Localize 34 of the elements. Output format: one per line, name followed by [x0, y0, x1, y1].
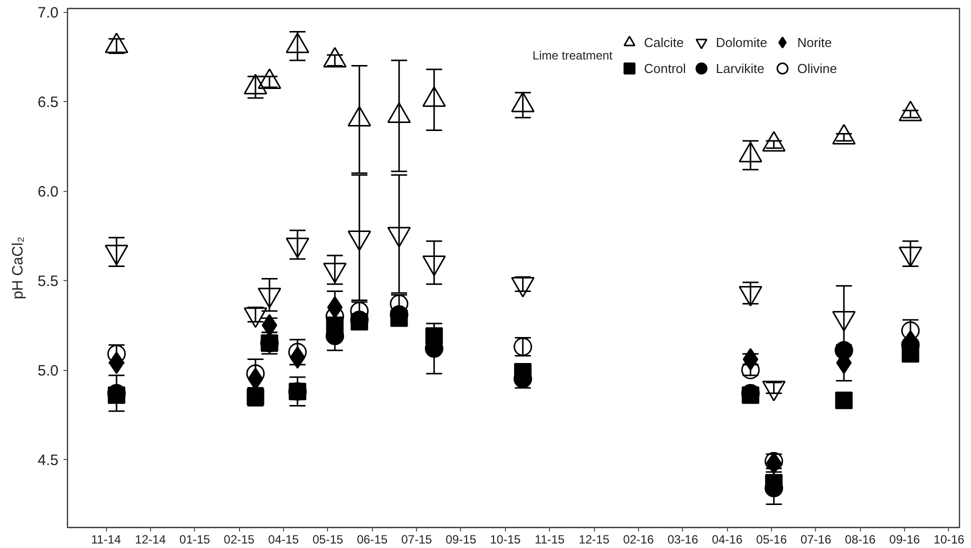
y-tick-label: 6.5	[38, 94, 59, 112]
x-tick-label: 11-15	[534, 532, 565, 546]
x-tick-label: 07-16	[800, 532, 832, 546]
x-tick-label: 12-15	[578, 532, 610, 546]
x-tick-label: 04-16	[712, 532, 743, 546]
x-tick-label: 02-16	[623, 532, 654, 546]
x-tick-label: 05-15	[312, 532, 344, 546]
legend-label: Larvikite	[716, 60, 764, 78]
x-tick-label: 09-15	[446, 532, 477, 546]
x-tick-label: 10-15	[490, 532, 521, 546]
x-tick-label: 01-15	[179, 532, 210, 546]
legend-title: Lime treatment	[532, 48, 614, 62]
legend-label: Norite	[797, 34, 832, 52]
x-tick-label: 07-15	[401, 532, 432, 546]
y-tick-label: 6.0	[38, 184, 59, 201]
y-axis-title: pH CaCl₂	[10, 236, 27, 300]
legend-label: Olivine	[797, 60, 837, 78]
x-tick-label: 03-16	[667, 532, 698, 546]
legend-label: Calcite	[644, 34, 684, 52]
x-tick-label: 12-14	[135, 532, 166, 546]
x-tick-label: 11-14	[91, 532, 122, 546]
x-tick-label: 10-16	[934, 532, 965, 546]
y-tick-label: 5.5	[38, 273, 59, 290]
x-tick-label: 09-16	[889, 532, 920, 546]
x-tick-label: 08-16	[844, 532, 876, 546]
y-tick-label: 5.0	[38, 362, 59, 380]
x-tick-label: 04-15	[268, 532, 300, 546]
x-tick-label: 05-16	[756, 532, 788, 546]
x-tick-label: 06-15	[356, 532, 388, 546]
y-tick-label: 4.5	[38, 452, 59, 469]
legend-label: Control	[644, 60, 686, 78]
x-tick-label: 02-15	[224, 532, 255, 546]
y-tick-label: 7.0	[38, 4, 59, 22]
legend-label: Dolomite	[716, 34, 768, 52]
